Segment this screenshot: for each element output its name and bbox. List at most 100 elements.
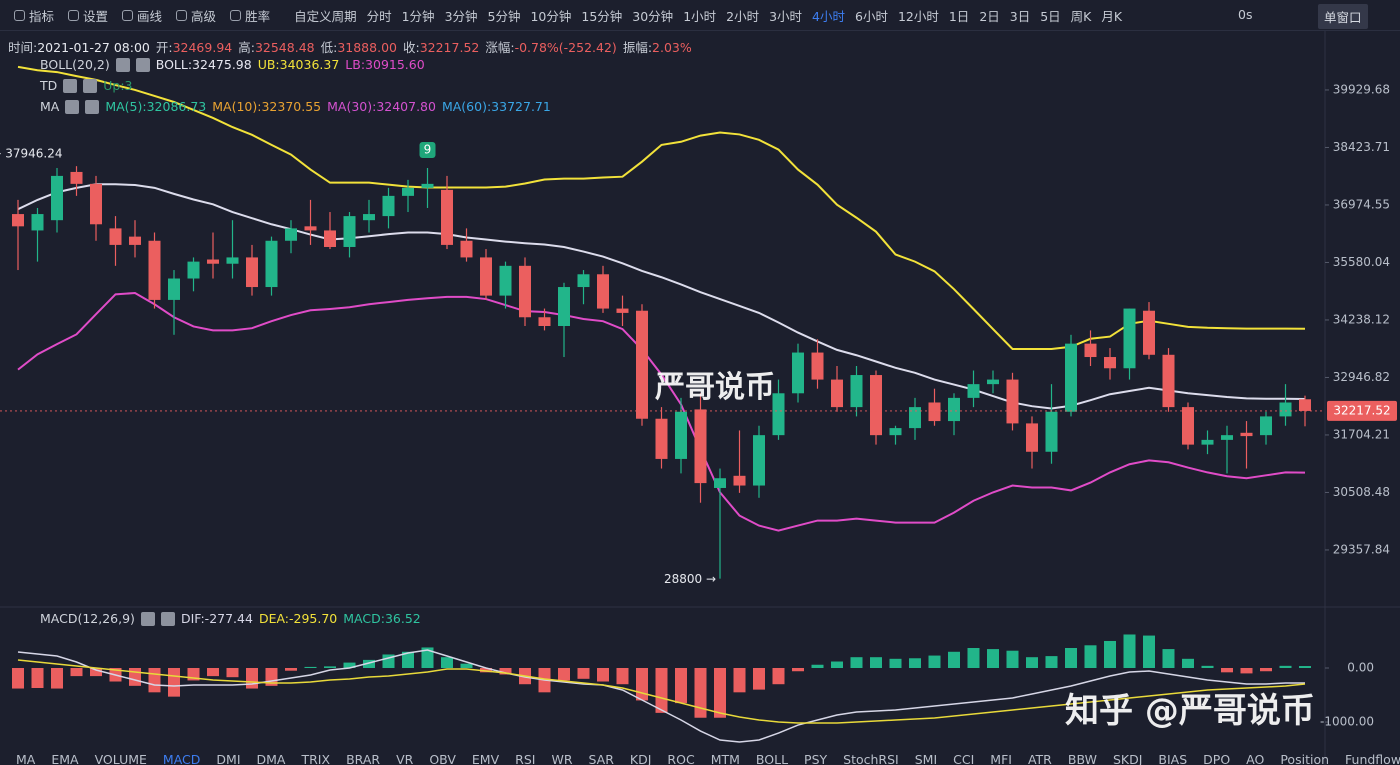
legend-item: UB:34036.37 <box>257 57 340 72</box>
period-button[interactable]: 2日 <box>979 8 1000 24</box>
tool-button[interactable]: 指标 <box>14 6 54 25</box>
indicator-tab[interactable]: MTM <box>710 752 740 765</box>
candle-body <box>1221 435 1233 440</box>
indicator-tab[interactable]: BIAS <box>1158 752 1188 765</box>
period-button[interactable]: 周K <box>1070 8 1092 24</box>
macd-bar <box>714 668 726 718</box>
candle-body <box>90 183 102 225</box>
indicator-tab[interactable]: BBW <box>1067 752 1097 765</box>
period-button[interactable]: 分时 <box>366 8 392 24</box>
info-value: 32469.94 <box>172 40 233 55</box>
indicator-tab[interactable]: BRAR <box>346 752 381 765</box>
candle-body <box>207 259 219 264</box>
period-button[interactable]: 5日 <box>1040 8 1061 24</box>
period-button[interactable]: 月K <box>1101 8 1123 24</box>
tool-button[interactable]: 高级 <box>176 6 216 25</box>
legend-item: MA(5):32086.73 <box>105 99 207 114</box>
info-value: 2.03% <box>652 40 692 55</box>
indicator-tab[interactable]: TRIX <box>301 752 331 765</box>
indicator-tab[interactable]: VOLUME <box>94 752 147 765</box>
period-button[interactable]: 12小时 <box>897 8 939 24</box>
indicator-tab[interactable]: KDJ <box>629 752 652 765</box>
macd-bar <box>909 658 921 668</box>
settings-icon[interactable] <box>65 99 80 114</box>
macd-bar <box>811 664 824 668</box>
macd-bar <box>655 668 668 713</box>
indicator-legend: MA MA(5):32086.73 MA(10):32370.55 MA(30):32… <box>40 99 551 114</box>
macd-bar <box>51 668 63 689</box>
info-label: 涨幅: <box>485 40 515 55</box>
period-button[interactable]: 3分钟 <box>444 8 478 24</box>
candle-body <box>480 257 492 296</box>
indicator-tab[interactable]: MFI <box>990 752 1012 765</box>
candle-body <box>694 409 707 484</box>
indicator-tab[interactable]: DMA <box>256 752 286 765</box>
indicator-tab[interactable]: Fundflow <box>1345 752 1400 765</box>
settings-icon[interactable] <box>115 57 130 72</box>
candle-body <box>70 171 83 184</box>
indicator-tab[interactable]: WR <box>551 752 573 765</box>
candle-body <box>1162 354 1175 408</box>
indicator-tab[interactable]: PSY <box>804 752 828 765</box>
macd-bar <box>870 657 882 668</box>
indicator-tab[interactable]: SAR <box>588 752 614 765</box>
close-icon[interactable] <box>85 99 100 114</box>
indicator-tab[interactable]: ATR <box>1027 752 1052 765</box>
macd-bar <box>90 668 102 677</box>
last-price-label: 32217.52 <box>1333 403 1390 417</box>
tool-button[interactable]: 设置 <box>68 6 108 25</box>
period-button[interactable]: 4小时 <box>812 8 845 24</box>
candle-body <box>1240 432 1253 437</box>
candle-body <box>1045 411 1058 452</box>
indicator-tab[interactable]: RSI <box>515 752 536 765</box>
indicator-tab[interactable]: ROC <box>667 752 695 765</box>
custom-period[interactable]: 自定义周期 <box>294 8 357 24</box>
period-button[interactable]: 6小时 <box>855 8 888 24</box>
indicator-tab[interactable]: SKDJ <box>1112 752 1143 765</box>
period-button[interactable]: 2小时 <box>726 8 760 24</box>
indicator-tab[interactable]: DMI <box>216 752 241 765</box>
candle-body <box>577 274 590 288</box>
indicator-tab[interactable]: EMV <box>471 752 500 765</box>
macd-bar <box>421 647 434 668</box>
period-button[interactable]: 1日 <box>948 8 970 24</box>
period-button[interactable]: 30分钟 <box>632 8 674 24</box>
indicator-tab[interactable]: MACD <box>162 752 201 765</box>
tool-label: 画线 <box>137 8 163 24</box>
period-button[interactable]: 15分钟 <box>581 8 623 24</box>
tool-button[interactable]: 画线 <box>122 6 162 25</box>
candle-body <box>616 308 629 313</box>
indicator-tab[interactable]: StochRSI <box>843 752 899 765</box>
legend-title: MACD(12,26,9) <box>40 611 135 626</box>
period-button[interactable]: 10分钟 <box>530 8 572 24</box>
indicator-tab[interactable]: SMI <box>914 752 938 765</box>
close-icon[interactable] <box>135 57 150 72</box>
indicator-tab[interactable]: CCI <box>953 752 975 765</box>
macd-bar <box>1143 635 1155 668</box>
indicator-legend: TD Up:3 <box>40 78 133 93</box>
period-button[interactable]: 3日 <box>1009 8 1031 24</box>
indicator-tab[interactable]: BOLL <box>755 752 789 765</box>
macd-bar <box>480 668 492 673</box>
period-button[interactable]: 1分钟 <box>401 8 435 24</box>
macd-bar <box>948 651 960 668</box>
period-button[interactable]: 5分钟 <box>487 8 521 24</box>
indicator-tab[interactable]: Position <box>1280 752 1330 765</box>
indicator-tab[interactable]: DPO <box>1203 752 1231 765</box>
period-button[interactable]: 1小时 <box>683 8 717 24</box>
close-icon[interactable] <box>160 611 175 626</box>
indicator-tab[interactable]: MA <box>16 752 36 765</box>
indicator-tab[interactable]: VR <box>396 752 414 765</box>
indicator-tab[interactable]: EMA <box>51 752 79 765</box>
close-icon[interactable] <box>83 78 98 93</box>
period-button[interactable]: 3小时 <box>769 8 803 24</box>
indicator-tab[interactable]: OBV <box>429 752 456 765</box>
settings-icon[interactable] <box>140 611 155 626</box>
indicator-tab[interactable]: AO <box>1246 752 1265 765</box>
legend-item: DEA:-295.70 <box>258 611 338 626</box>
tool-button[interactable]: 胜率 <box>230 6 270 25</box>
macd-bar <box>850 657 863 668</box>
candle-body <box>636 310 648 419</box>
window-mode[interactable]: 单窗口 <box>1318 4 1368 29</box>
settings-icon[interactable] <box>63 78 78 93</box>
